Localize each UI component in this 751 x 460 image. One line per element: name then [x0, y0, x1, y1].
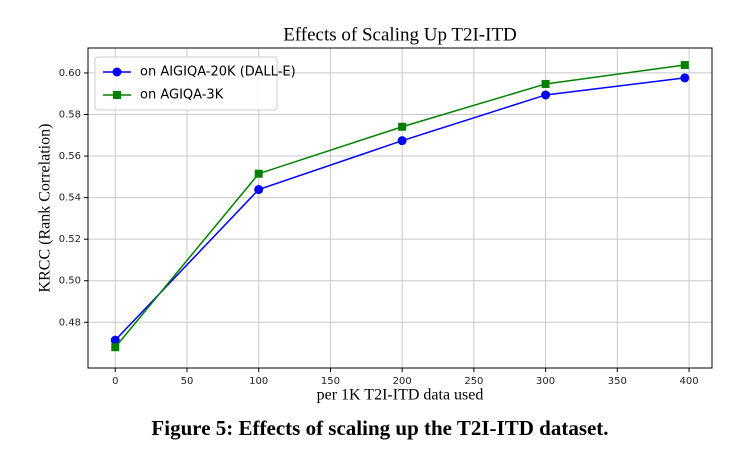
plot-frame	[87, 47, 713, 369]
caption: Figure 5: Effects of scaling up the T2I-…	[151, 416, 608, 440]
x-tick-label: 400	[680, 376, 699, 387]
marker	[112, 67, 122, 77]
y-axis-label: KRCC (Rank Correlation)	[37, 124, 54, 293]
x-tick-label: 200	[393, 376, 412, 387]
marker	[680, 73, 690, 83]
x-axis-label: per 1K T2I-ITD data used	[317, 387, 484, 404]
y-tick-label: 0.56	[59, 151, 81, 162]
x-tick-label: 0	[112, 376, 118, 387]
y-tick-label: 0.60	[59, 68, 81, 79]
chart-title: Effects of Scaling Up T2I-ITD	[283, 24, 517, 45]
y-tick-label: 0.58	[59, 109, 81, 120]
x-tick-label: 150	[321, 376, 340, 387]
x-tick-label: 100	[249, 376, 268, 387]
series-line	[114, 77, 685, 341]
y-tick-label: 0.48	[59, 317, 81, 328]
marker	[398, 122, 407, 131]
y-tick-label: 0.50	[59, 276, 81, 287]
marker	[111, 343, 120, 352]
legend-box	[94, 56, 278, 111]
marker	[680, 61, 689, 70]
legend-label: on AGIQA-3K	[140, 88, 224, 103]
marker	[254, 169, 263, 178]
marker	[541, 90, 551, 100]
x-tick-label: 50	[181, 376, 194, 387]
marker	[110, 335, 120, 345]
x-tick-label: 350	[608, 376, 627, 387]
legend-label: on AIGIQA-20K (DALL-E)	[140, 65, 296, 80]
x-tick-label: 300	[536, 376, 555, 387]
x-tick-label: 250	[464, 376, 483, 387]
marker	[541, 79, 550, 88]
marker	[113, 91, 121, 99]
y-tick-label: 0.52	[59, 234, 81, 245]
y-tick-label: 0.54	[59, 193, 81, 204]
marker	[397, 136, 407, 146]
marker	[254, 185, 264, 195]
